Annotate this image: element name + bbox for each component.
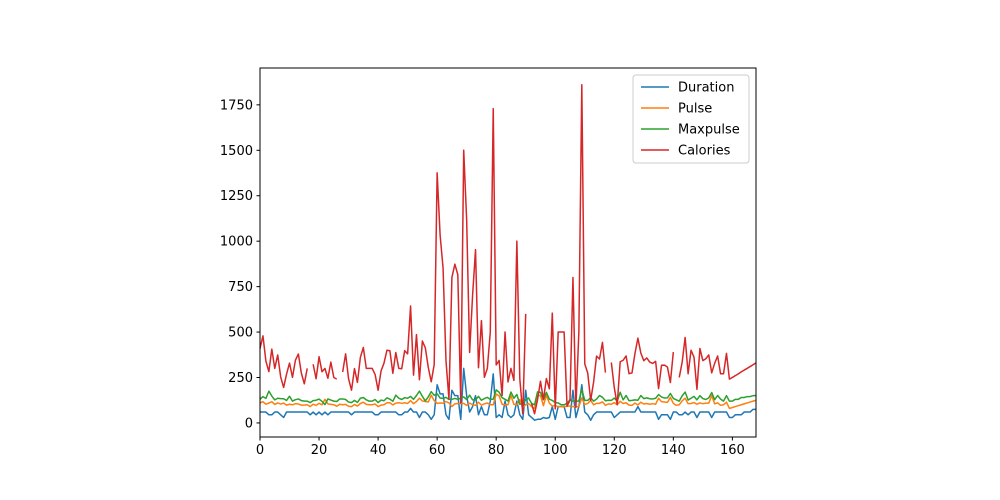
x-tick-label: 140 [661, 443, 686, 458]
x-tick-label: 80 [488, 443, 505, 458]
x-tick-label: 160 [720, 443, 745, 458]
legend-label: Duration [678, 81, 734, 96]
x-tick-label: 40 [370, 443, 387, 458]
series-lines [259, 84, 757, 421]
legend-label: Calories [678, 144, 731, 159]
legend: Duration Pulse Maxpulse Calories [632, 74, 750, 164]
series-line-segment [259, 393, 757, 410]
legend-label: Maxpulse [678, 123, 740, 138]
x-tick-label: 0 [256, 443, 264, 458]
series-calories [259, 84, 757, 415]
y-tick-label: 250 [228, 371, 253, 386]
plot-frame [259, 67, 757, 438]
series-line-segment [610, 337, 675, 406]
series-line-segment [259, 335, 308, 389]
y-tick-label: 750 [228, 280, 253, 295]
series-maxpulse [259, 388, 756, 406]
series-duration [260, 367, 756, 421]
y-tick-label: 1250 [220, 189, 253, 204]
series-line-segment [341, 107, 527, 415]
y-tick-label: 0 [245, 416, 253, 431]
y-axis: 0 250 500 750 1000 1250 1500 1750 [220, 98, 260, 431]
y-tick-label: 1500 [220, 144, 253, 159]
series-line-segment [259, 388, 756, 406]
y-tick-label: 500 [228, 326, 253, 341]
x-tick-label: 100 [543, 443, 568, 458]
x-tick-label: 60 [429, 443, 446, 458]
series-line-segment [530, 84, 607, 415]
series-line-segment [312, 356, 338, 380]
y-tick-label: 1000 [220, 235, 253, 250]
series-pulse [259, 393, 757, 410]
x-tick-label: 20 [311, 443, 328, 458]
x-tick-label: 120 [602, 443, 627, 458]
legend-label: Pulse [678, 102, 712, 117]
series-line-segment [260, 367, 756, 421]
series-line-segment [678, 336, 757, 391]
legend-box [632, 74, 750, 164]
y-tick-label: 1750 [220, 98, 253, 113]
x-axis: 0 20 40 60 80 100 120 140 160 [256, 437, 745, 458]
